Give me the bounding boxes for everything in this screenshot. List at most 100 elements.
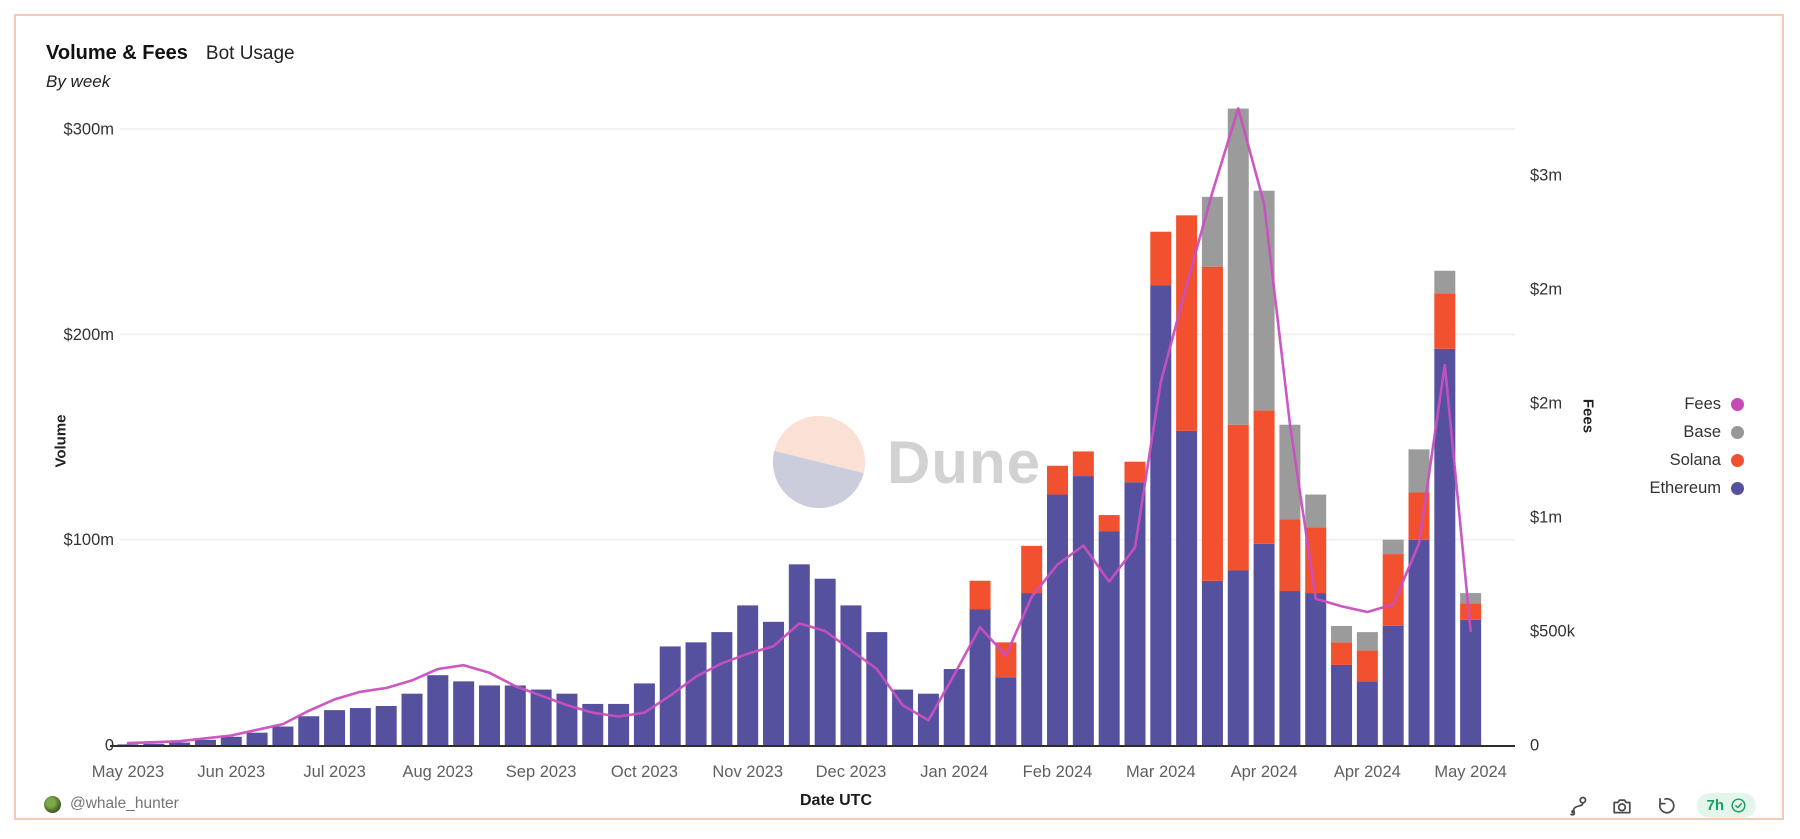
bar-ethereum[interactable] xyxy=(1434,348,1456,745)
badge-age-text: 7h xyxy=(1706,797,1724,814)
bar-ethereum[interactable] xyxy=(943,669,965,745)
camera-screenshot-icon[interactable] xyxy=(1611,795,1633,817)
bar-ethereum[interactable] xyxy=(1098,531,1120,745)
bar-ethereum[interactable] xyxy=(1150,285,1172,745)
bar-ethereum[interactable] xyxy=(1072,476,1094,745)
bar-ethereum[interactable] xyxy=(427,675,449,745)
bar-solana[interactable] xyxy=(1253,410,1275,544)
bar-ethereum[interactable] xyxy=(814,578,836,745)
bar-base[interactable] xyxy=(1331,625,1353,643)
axis-tick-label: $200m xyxy=(64,326,114,344)
axis-tick-label: 0 xyxy=(105,737,114,755)
bar-base[interactable] xyxy=(1356,632,1378,651)
bar-solana[interactable] xyxy=(1098,515,1120,532)
bar-base[interactable] xyxy=(1201,196,1223,267)
bar-ethereum[interactable] xyxy=(1201,580,1223,745)
axis-tick-label: $100m xyxy=(64,531,114,549)
bar-base[interactable] xyxy=(1227,108,1249,425)
fork-query-icon[interactable] xyxy=(1568,795,1590,817)
bar-ethereum[interactable] xyxy=(788,564,810,745)
bar-ethereum[interactable] xyxy=(401,693,423,745)
axis-tick-label: $500k xyxy=(1530,623,1576,641)
bar-ethereum[interactable] xyxy=(324,710,346,745)
bar-solana[interactable] xyxy=(1382,554,1404,626)
bar-ethereum[interactable] xyxy=(608,703,630,745)
bar-ethereum[interactable] xyxy=(995,677,1017,745)
legend-item-solana[interactable]: Solana xyxy=(1649,446,1744,474)
bar-ethereum[interactable] xyxy=(504,685,526,745)
bar-solana[interactable] xyxy=(1047,465,1069,495)
bar-base[interactable] xyxy=(1460,593,1482,604)
bar-ethereum[interactable] xyxy=(1382,625,1404,745)
bar-solana[interactable] xyxy=(1072,451,1094,477)
legend-item-fees[interactable]: Fees xyxy=(1649,390,1744,418)
bar-solana[interactable] xyxy=(1331,642,1353,665)
embed-toolbar: 7h xyxy=(1568,793,1756,818)
bar-ethereum[interactable] xyxy=(1021,593,1043,745)
bar-ethereum[interactable] xyxy=(763,621,784,745)
bar-ethereum[interactable] xyxy=(143,743,165,745)
bar-ethereum[interactable] xyxy=(1408,539,1430,745)
axis-tick-label: May 2024 xyxy=(1434,763,1506,781)
author-link[interactable]: @whale_hunter xyxy=(44,795,179,813)
bar-ethereum[interactable] xyxy=(375,705,397,745)
bar-solana[interactable] xyxy=(1201,266,1223,581)
bar-ethereum[interactable] xyxy=(478,685,500,745)
bar-base[interactable] xyxy=(1279,424,1301,520)
bar-base[interactable] xyxy=(1382,539,1404,555)
bar-ethereum[interactable] xyxy=(246,732,268,745)
base-legend-dot-icon xyxy=(1731,425,1744,439)
data-freshness-badge[interactable]: 7h xyxy=(1697,793,1756,818)
bar-ethereum[interactable] xyxy=(220,736,242,745)
refresh-history-icon[interactable] xyxy=(1654,795,1676,817)
bar-solana[interactable] xyxy=(1227,424,1249,571)
bar-ethereum[interactable] xyxy=(1279,591,1301,745)
bar-solana[interactable] xyxy=(1356,650,1378,682)
bar-ethereum[interactable] xyxy=(272,726,294,745)
bar-solana[interactable] xyxy=(1279,519,1301,592)
bar-ethereum[interactable] xyxy=(840,605,862,745)
bar-solana[interactable] xyxy=(1021,545,1043,594)
bar-solana[interactable] xyxy=(1124,461,1146,483)
bar-ethereum[interactable] xyxy=(530,689,552,745)
ethereum-legend-dot-icon xyxy=(1731,481,1744,495)
bar-solana[interactable] xyxy=(1150,231,1172,286)
bar-solana[interactable] xyxy=(1176,215,1198,431)
bar-base[interactable] xyxy=(1434,270,1456,294)
bar-ethereum[interactable] xyxy=(298,716,320,745)
fees-line[interactable] xyxy=(126,107,1472,745)
bar-ethereum[interactable] xyxy=(866,632,888,745)
bar-solana[interactable] xyxy=(1305,527,1327,594)
bar-ethereum[interactable] xyxy=(1356,681,1378,745)
chart-subtitle-tag: Bot Usage xyxy=(205,43,295,64)
bar-ethereum[interactable] xyxy=(453,681,475,745)
bar-ethereum[interactable] xyxy=(892,689,914,745)
bar-ethereum[interactable] xyxy=(711,632,733,745)
bar-ethereum[interactable] xyxy=(1047,494,1069,745)
bar-ethereum[interactable] xyxy=(169,742,191,745)
bar-ethereum[interactable] xyxy=(349,708,371,745)
bar-ethereum[interactable] xyxy=(1460,619,1482,745)
legend-item-ethereum[interactable]: Ethereum xyxy=(1649,474,1744,502)
bar-base[interactable] xyxy=(1253,190,1275,411)
bar-ethereum[interactable] xyxy=(194,739,216,745)
bar-ethereum[interactable] xyxy=(117,744,139,745)
bar-solana[interactable] xyxy=(1460,603,1482,620)
bar-ethereum[interactable] xyxy=(1331,664,1353,745)
bar-ethereum[interactable] xyxy=(1124,482,1146,745)
bar-ethereum[interactable] xyxy=(1253,543,1275,745)
bar-ethereum[interactable] xyxy=(1176,430,1198,745)
legend-label: Fees xyxy=(1684,394,1721,413)
bar-ethereum[interactable] xyxy=(1227,570,1249,745)
bar-solana[interactable] xyxy=(969,580,991,610)
bar-base[interactable] xyxy=(1305,494,1327,528)
bar-ethereum[interactable] xyxy=(969,609,991,745)
bar-ethereum[interactable] xyxy=(633,683,655,745)
legend-item-base[interactable]: Base xyxy=(1649,418,1744,446)
bar-ethereum[interactable] xyxy=(1305,593,1327,745)
bar-ethereum[interactable] xyxy=(737,605,759,745)
bar-solana[interactable] xyxy=(1434,293,1456,349)
axis-tick-label: Aug 2023 xyxy=(403,763,474,781)
bar-base[interactable] xyxy=(1408,449,1430,493)
bar-ethereum[interactable] xyxy=(685,642,707,745)
